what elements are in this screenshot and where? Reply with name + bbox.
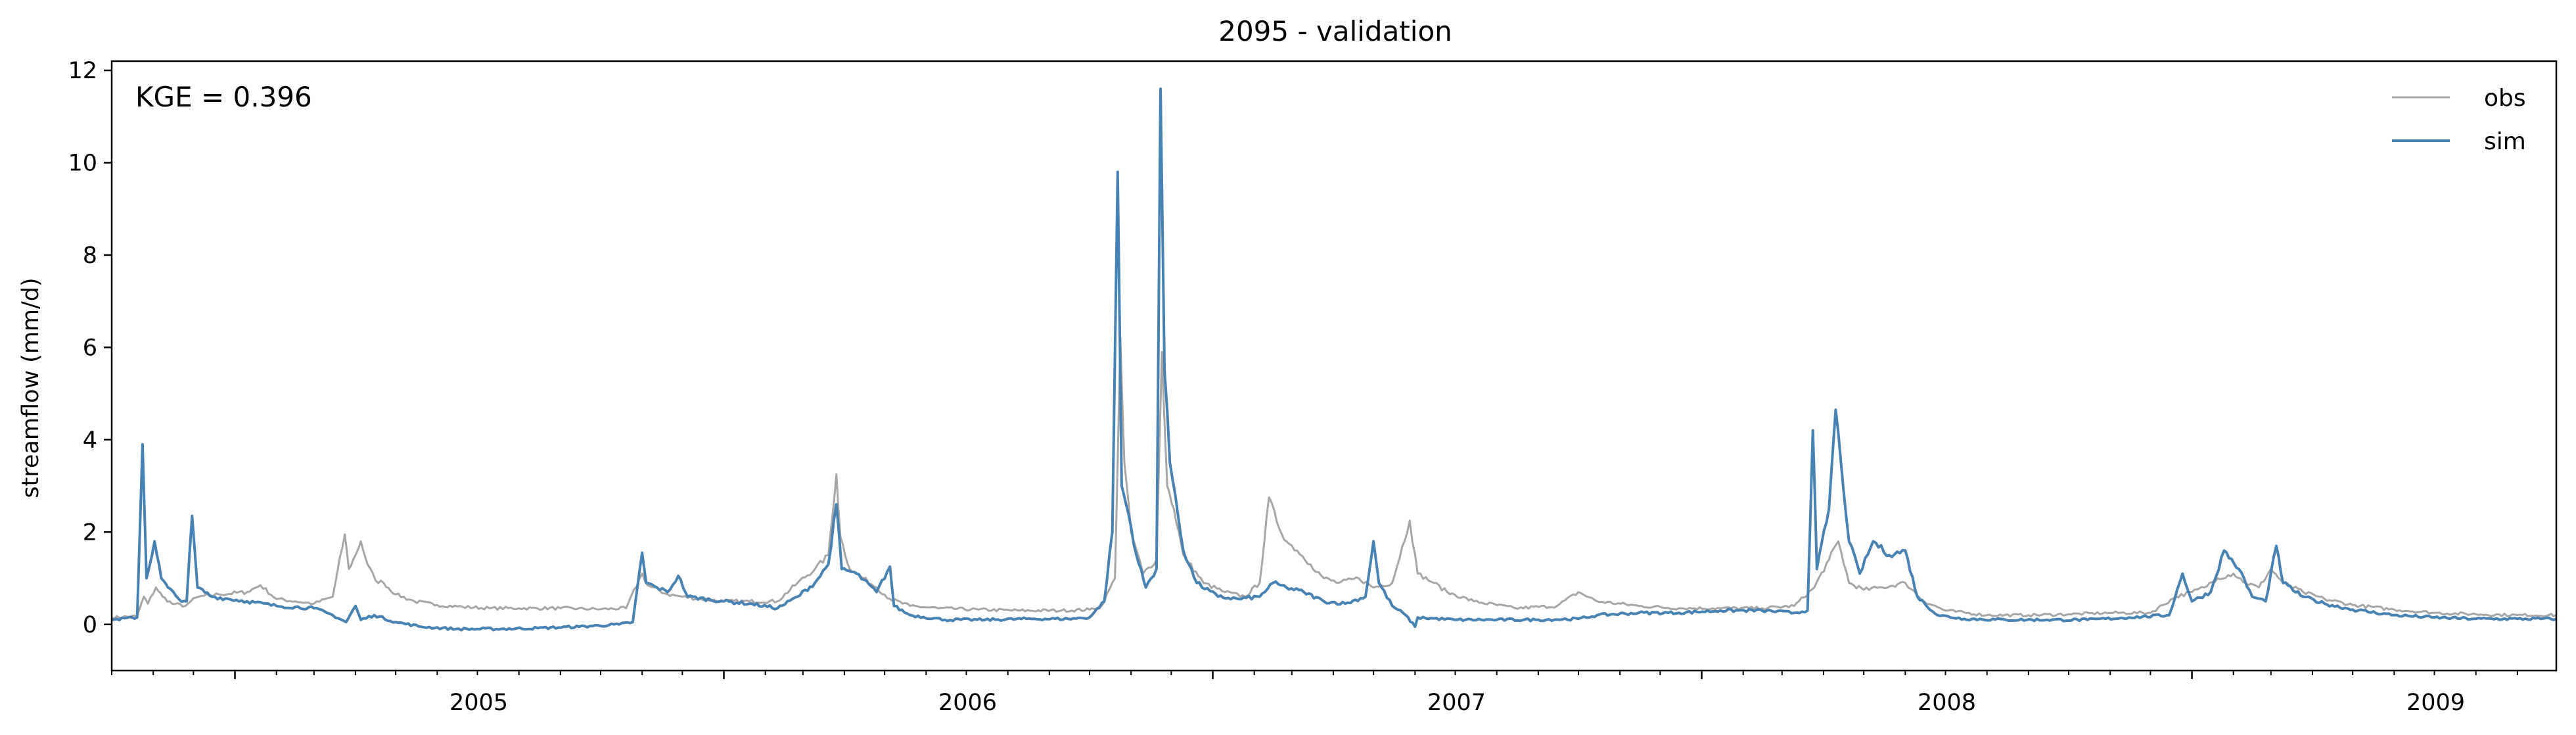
x-tick-label: 2007	[1427, 690, 1486, 716]
y-tick-label: 2	[83, 519, 97, 546]
x-tick-label: 2008	[1918, 690, 1976, 716]
x-tick-label: 2006	[938, 690, 997, 716]
legend-label-sim: sim	[2484, 128, 2526, 155]
y-axis-title: streamflow (mm/d)	[18, 277, 44, 498]
plot-area	[111, 87, 2557, 632]
y-tick-label: 10	[68, 151, 97, 177]
x-tick-label: 2009	[2406, 690, 2465, 716]
chart-title: 2095 - validation	[1218, 15, 1452, 47]
y-tick-label: 8	[83, 243, 97, 269]
kge-annotation: KGE = 0.396	[135, 81, 312, 113]
y-tick-label: 6	[83, 335, 97, 361]
legend-label-obs: obs	[2484, 85, 2526, 112]
x-tick-label: 2005	[449, 690, 508, 716]
legend: obs sim	[2392, 85, 2526, 155]
y-tick-label: 4	[83, 427, 97, 454]
series-line-obs	[111, 337, 2557, 620]
axes-frame	[110, 60, 2558, 672]
y-tick-label: 12	[68, 58, 97, 84]
series-line-sim	[111, 87, 2557, 632]
y-tick-label: 0	[83, 612, 97, 638]
axes: 0 2 4 6 8 10 12 2005 2006 2007 2008 2009	[68, 58, 2558, 716]
